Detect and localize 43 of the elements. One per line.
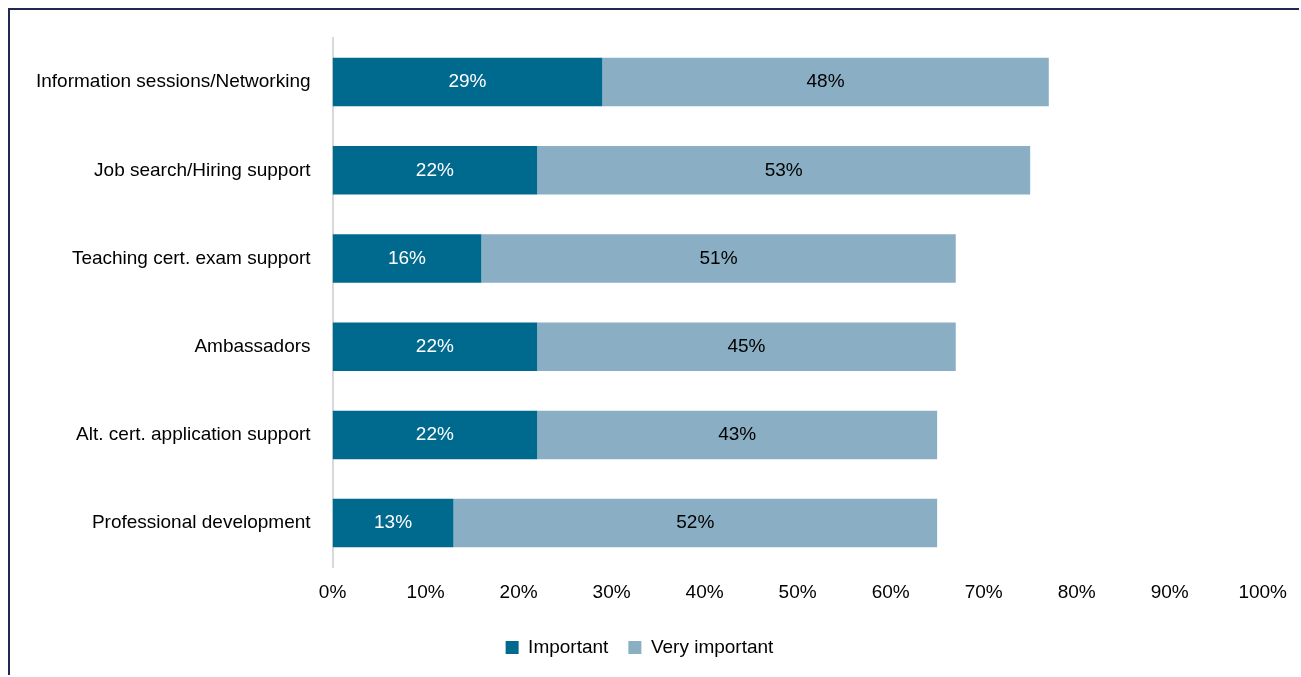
y-tick-label: Job search/Hiring support [94, 158, 312, 180]
y-tick-label: Alt. cert. application support [76, 423, 312, 445]
bar [481, 234, 956, 283]
legend-label: Important [528, 635, 610, 657]
data-label: 45% [727, 334, 766, 356]
data-label: 13% [374, 511, 413, 533]
x-tick-label: 100% [1238, 580, 1288, 602]
data-label: 22% [415, 334, 454, 356]
bar [332, 410, 538, 460]
y-tick-label: Professional development [91, 511, 312, 533]
x-tick-label: 20% [499, 580, 538, 602]
data-label: 43% [718, 423, 757, 445]
data-label: 53% [764, 158, 803, 180]
bar [537, 322, 956, 371]
data-label: 48% [806, 70, 845, 92]
x-tick-label: 30% [592, 580, 631, 602]
x-tick-label: 90% [1150, 580, 1189, 602]
data-label: 22% [415, 423, 454, 445]
y-tick-label: Teaching cert. exam support [71, 246, 312, 268]
x-tick-label: 70% [964, 580, 1003, 602]
data-label: 51% [699, 246, 738, 268]
bar [332, 234, 482, 283]
data-label: 52% [676, 511, 715, 533]
x-tick-label: 50% [778, 580, 817, 602]
legend-label: Very important [650, 635, 775, 657]
bar [537, 410, 938, 460]
y-tick-label: Ambassadors [194, 334, 311, 356]
bar [453, 498, 938, 548]
x-tick-label: 40% [685, 580, 724, 602]
bar [602, 57, 1049, 107]
x-tick-label: 0% [318, 580, 347, 602]
bar [537, 146, 1031, 195]
data-label: 29% [448, 70, 487, 92]
bar [332, 57, 603, 107]
data-label: 16% [387, 246, 427, 268]
x-tick-label: 60% [871, 580, 910, 602]
bar [332, 498, 454, 548]
x-tick-label: 80% [1057, 580, 1096, 602]
bar [332, 146, 538, 195]
y-tick-label: Information sessions/Networking [35, 70, 311, 92]
bar [332, 322, 538, 371]
x-tick-label: 10% [406, 580, 445, 602]
data-label: 22% [415, 158, 454, 180]
